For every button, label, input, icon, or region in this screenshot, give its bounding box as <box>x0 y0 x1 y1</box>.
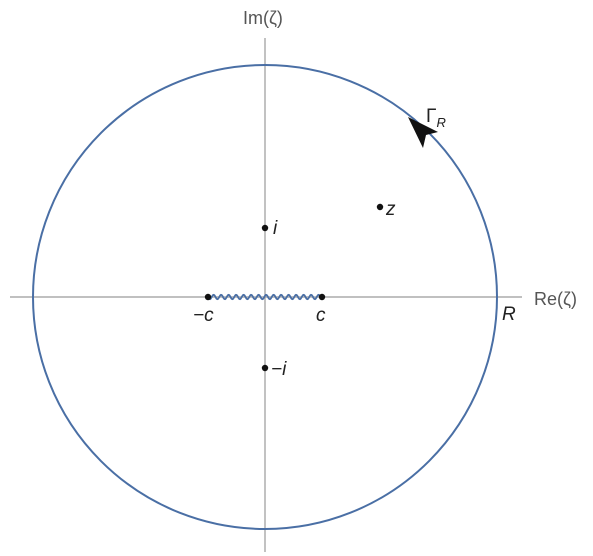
contour-label: ΓR <box>426 106 446 130</box>
point-i <box>261 224 269 232</box>
label-i: i <box>273 218 278 239</box>
contour-circle <box>32 64 498 530</box>
contour-label-sub: R <box>436 115 445 130</box>
contour-label-main: Γ <box>426 106 436 127</box>
point-minus-c <box>204 293 212 301</box>
x-axis-label: Re(ζ) <box>534 289 577 309</box>
label-minus-c: −c <box>193 305 214 326</box>
contour-arrow-icon <box>408 117 438 148</box>
branch-cut <box>207 293 323 301</box>
label-minus-i: −i <box>271 359 287 380</box>
point-z <box>376 203 384 211</box>
y-axis-label: Im(ζ) <box>243 8 283 28</box>
label-c: c <box>316 305 326 326</box>
label-z: z <box>385 199 396 220</box>
point-c <box>318 293 326 301</box>
point-minus-i <box>261 364 269 372</box>
radius-label: R <box>502 304 516 325</box>
